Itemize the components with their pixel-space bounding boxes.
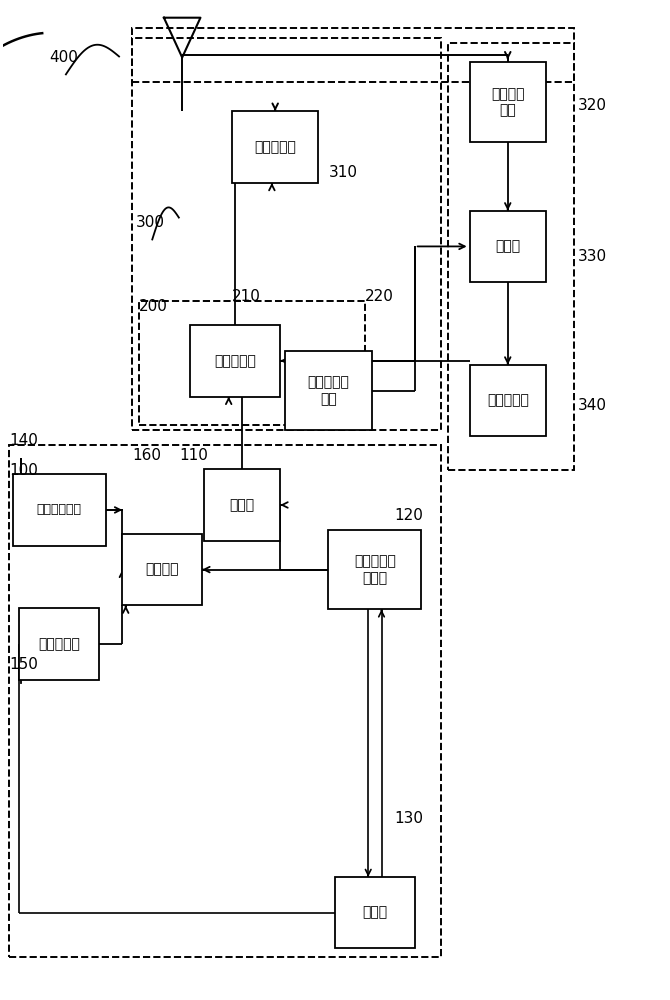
Text: 射频锁相环: 射频锁相环	[214, 354, 256, 368]
Bar	[448, 43, 574, 470]
Text: 150: 150	[9, 657, 38, 672]
Text: 温度补偿模块: 温度补偿模块	[37, 503, 82, 516]
Bar	[133, 28, 574, 82]
Bar	[13, 474, 106, 546]
Text: 数模转换器: 数模转换器	[38, 637, 80, 651]
Bar	[470, 62, 546, 142]
Text: 自动频率校
正模块: 自动频率校 正模块	[354, 555, 396, 585]
Text: 合并模块: 合并模块	[145, 563, 179, 577]
Bar	[139, 301, 365, 425]
Text: 振荡器: 振荡器	[229, 498, 255, 512]
Text: 340: 340	[578, 398, 606, 414]
Text: 100: 100	[9, 463, 38, 478]
Text: 啁啾信号生
成器: 啁啾信号生 成器	[308, 376, 349, 406]
Bar	[19, 608, 99, 680]
Bar	[9, 445, 442, 957]
Text: 120: 120	[395, 508, 423, 523]
Text: 寄存器: 寄存器	[362, 906, 387, 920]
Text: 140: 140	[9, 433, 38, 448]
Text: 400: 400	[50, 50, 78, 65]
Text: 330: 330	[578, 249, 606, 264]
Text: 110: 110	[179, 448, 208, 463]
Bar	[335, 877, 415, 948]
Bar	[470, 211, 546, 282]
Text: 300: 300	[135, 215, 165, 230]
Bar	[232, 111, 318, 183]
Text: 低噪声放
大器: 低噪声放 大器	[491, 87, 525, 117]
Text: 310: 310	[328, 165, 357, 180]
Text: 功率放大器: 功率放大器	[254, 140, 296, 154]
Text: 160: 160	[133, 448, 161, 463]
Bar	[123, 534, 202, 605]
Bar	[133, 38, 442, 430]
Bar	[328, 530, 421, 609]
Text: 模数转换器: 模数转换器	[487, 394, 529, 408]
Text: 混频器: 混频器	[495, 239, 521, 253]
Text: 220: 220	[365, 289, 394, 304]
Bar	[204, 469, 280, 541]
Bar	[190, 325, 280, 397]
Text: 200: 200	[139, 299, 168, 314]
Text: 130: 130	[395, 811, 424, 826]
Bar	[285, 351, 372, 430]
Text: 210: 210	[232, 289, 261, 304]
Text: 320: 320	[578, 98, 606, 113]
Bar	[470, 365, 546, 436]
